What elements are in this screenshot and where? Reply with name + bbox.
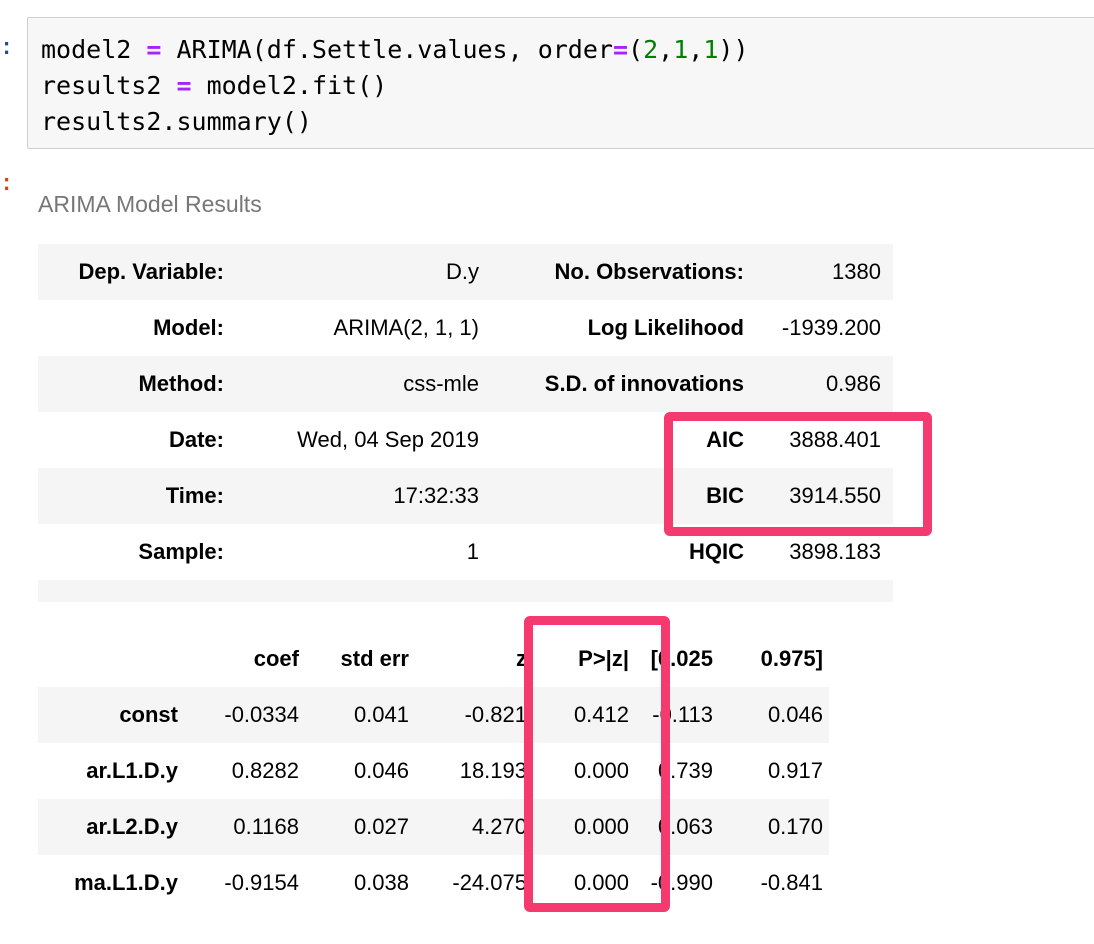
ci-upper-value: 0.917 [767,758,823,783]
ci-upper-value: 0.046 [719,687,829,743]
info-value: ARIMA(2, 1, 1) [333,315,479,340]
table-spacer-row [38,580,893,602]
std-err-value: 0.046 [353,758,409,783]
info-label: AIC [706,427,744,452]
info-value: D.y [236,244,491,300]
info-value: 3888.401 [789,427,881,452]
coef-value: -0.9154 [224,870,299,895]
ci-upper-value: -0.841 [760,870,823,895]
column-header: P>|z| [578,646,629,671]
info-row: Time: 17:32:33 BIC 3914.550 [38,468,893,524]
coef-value: -0.0334 [184,687,305,743]
ci-lower-value: -0.113 [635,687,719,743]
p-value: 0.000 [573,870,629,895]
coef-row: ma.L1.D.y -0.9154 0.038 -24.075 0.000 -0… [38,855,829,911]
p-value: 0.000 [573,758,629,783]
std-err-value: 0.041 [305,687,415,743]
coefficient-table: coef std err z P>|z| [0.025 0.975] const… [38,631,829,911]
coef-term-name: const [38,687,184,743]
ci-lower-value: 0.739 [657,758,713,783]
info-value: css-mle [236,356,491,412]
info-value: 1380 [756,244,893,300]
input-prompt: : [0,36,14,61]
info-label: No. Observations: [491,244,756,300]
info-label: Method: [38,356,236,412]
z-value: 4.270 [415,799,533,855]
info-row: Method: css-mle S.D. of innovations 0.98… [38,356,893,412]
z-value: -24.075 [452,870,527,895]
info-label: S.D. of innovations [491,356,756,412]
std-err-value: 0.027 [305,799,415,855]
coef-term-name: ma.L1.D.y [74,870,178,895]
info-row: Sample: 1 HQIC 3898.183 [38,524,893,580]
info-label: Date: [168,427,224,452]
p-value: 0.000 [533,799,635,855]
info-label: Sample: [138,539,224,564]
info-value: 17:32:33 [236,468,491,524]
z-value: -0.821 [415,687,533,743]
coef-row: ar.L2.D.y 0.1168 0.027 4.270 0.000 0.063… [38,799,829,855]
column-header: [0.025 [650,646,713,671]
info-value: 0.986 [756,356,893,412]
info-value: 3914.550 [756,468,893,524]
info-row: Model: ARIMA(2, 1, 1) Log Likelihood -19… [38,300,893,356]
column-header: coef [253,646,299,671]
z-value: 18.193 [459,758,527,783]
info-label: Dep. Variable: [38,244,236,300]
column-header: 0.975] [760,646,823,671]
code-cell-editor[interactable]: model2 = ARIMA(df.Settle.values, order=(… [27,17,1094,149]
coef-term-name: ar.L1.D.y [86,758,178,783]
output-title: ARIMA Model Results [38,191,262,217]
output-prompt: : [0,172,14,197]
info-value: -1939.200 [781,315,881,340]
info-value: 3898.183 [789,539,881,564]
ci-upper-value: 0.170 [719,799,829,855]
coef-term-name: ar.L2.D.y [38,799,184,855]
info-row: Date: Wed, 04 Sep 2019 AIC 3888.401 [38,412,893,468]
info-label: Log Likelihood [587,315,744,340]
coef-row: ar.L1.D.y 0.8282 0.046 18.193 0.000 0.73… [38,743,829,799]
std-err-value: 0.038 [353,870,409,895]
coef-row: const -0.0334 0.041 -0.821 0.412 -0.113 … [38,687,829,743]
info-label: HQIC [689,539,744,564]
info-label: Model: [153,315,224,340]
info-value: 1 [466,539,479,564]
code-line-2: results2 = model2.fit() [41,71,388,100]
code-line-1: model2 = ARIMA(df.Settle.values, order=(… [41,35,749,64]
column-header [38,631,184,687]
info-row: Dep. Variable: D.y No. Observations: 138… [38,244,893,300]
ci-lower-value: -0.990 [650,870,713,895]
column-header: z [516,646,527,671]
coef-header-row: coef std err z P>|z| [0.025 0.975] [38,631,829,687]
coef-value: 0.8282 [231,758,299,783]
info-label: Time: [38,468,236,524]
ci-lower-value: 0.063 [635,799,719,855]
column-header: std err [340,646,409,671]
model-info-table: Dep. Variable: D.y No. Observations: 138… [38,244,893,602]
info-value: Wed, 04 Sep 2019 [297,427,479,452]
info-label: BIC [491,468,756,524]
code-line-3: results2.summary() [41,107,312,136]
coef-value: 0.1168 [184,799,305,855]
p-value: 0.412 [533,687,635,743]
